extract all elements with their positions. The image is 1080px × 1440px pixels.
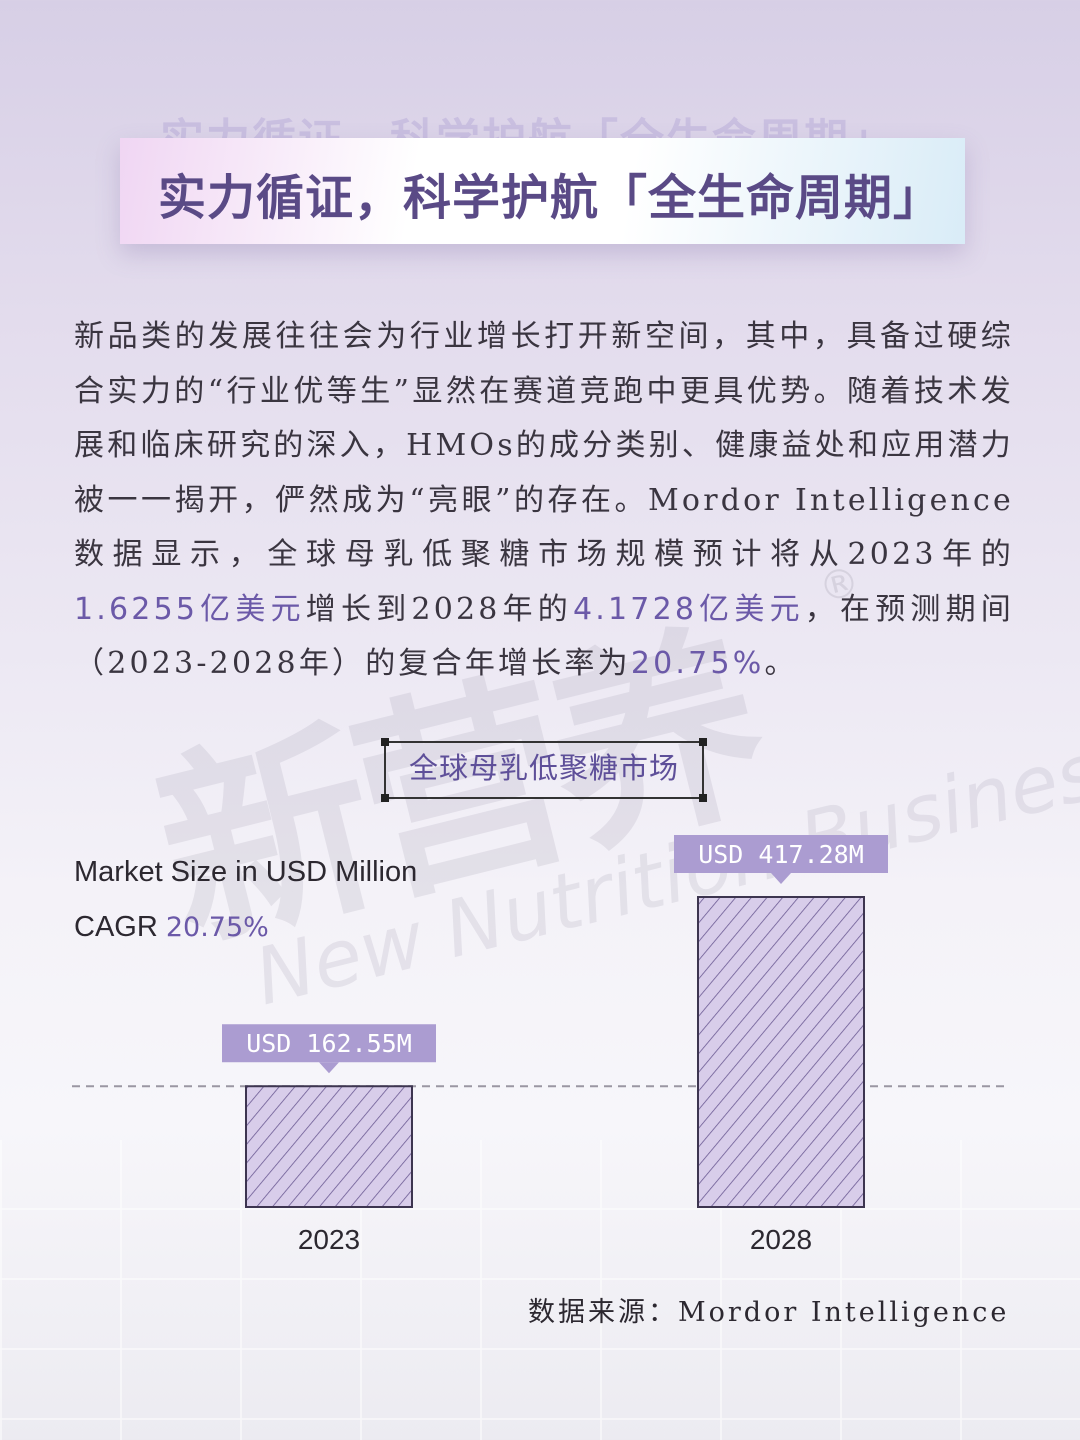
- chart-title: 全球母乳低聚糖市场: [408, 751, 679, 785]
- paragraph-text: 。: [764, 646, 798, 681]
- title-banner: [120, 138, 965, 244]
- highlight-value: 20.75%: [630, 646, 765, 681]
- cagr-label: CAGR: [74, 911, 158, 943]
- paragraph-text: 增长到2028年的: [305, 591, 573, 627]
- callout-pointer: [319, 1062, 339, 1074]
- cagr-value: 20.75%: [165, 912, 269, 943]
- frame-corner: [381, 738, 389, 746]
- value-callout: [222, 1024, 436, 1063]
- data-label: USD 417.28M: [698, 840, 864, 869]
- source-note: 数据来源：Mordor Intelligence: [528, 1297, 1010, 1328]
- intro-paragraph: 新品类的发展往往会为行业增长打开新空间，其中，具备过硬综合实力的“行业优等生”显…: [74, 310, 1014, 692]
- bar-2023: [245, 1085, 413, 1209]
- paragraph-text: ，在预测期间（2023-2028年）的复合年增长率为: [74, 591, 1015, 682]
- bar-2028: [697, 896, 865, 1208]
- market-size-label: Market Size in USD Million: [74, 856, 418, 888]
- floor-grid-decoration: [0, 1140, 1080, 1440]
- highlight-value: 1.6255亿美元: [74, 591, 306, 627]
- chart-title-frame: [381, 738, 707, 802]
- cagr-line: CAGR 20.75%: [74, 911, 269, 944]
- callout-pointer: [771, 873, 791, 884]
- page-title: 实力循证，科学护航「全生命周期」: [158, 170, 943, 226]
- x-tick-label: 2023: [298, 1224, 360, 1255]
- x-tick-label: 2028: [750, 1224, 812, 1255]
- frame-corner: [699, 738, 707, 746]
- highlight-value: 4.1728亿美元: [572, 591, 805, 627]
- data-label: USD 162.55M: [246, 1029, 412, 1058]
- frame-corner: [381, 794, 389, 802]
- frame-corner: [699, 794, 707, 802]
- paragraph-text: 新品类的发展往往会为行业增长打开新空间，其中，具备过硬综合实力的“行业优等生”显…: [74, 319, 1014, 572]
- value-callout: [674, 835, 888, 873]
